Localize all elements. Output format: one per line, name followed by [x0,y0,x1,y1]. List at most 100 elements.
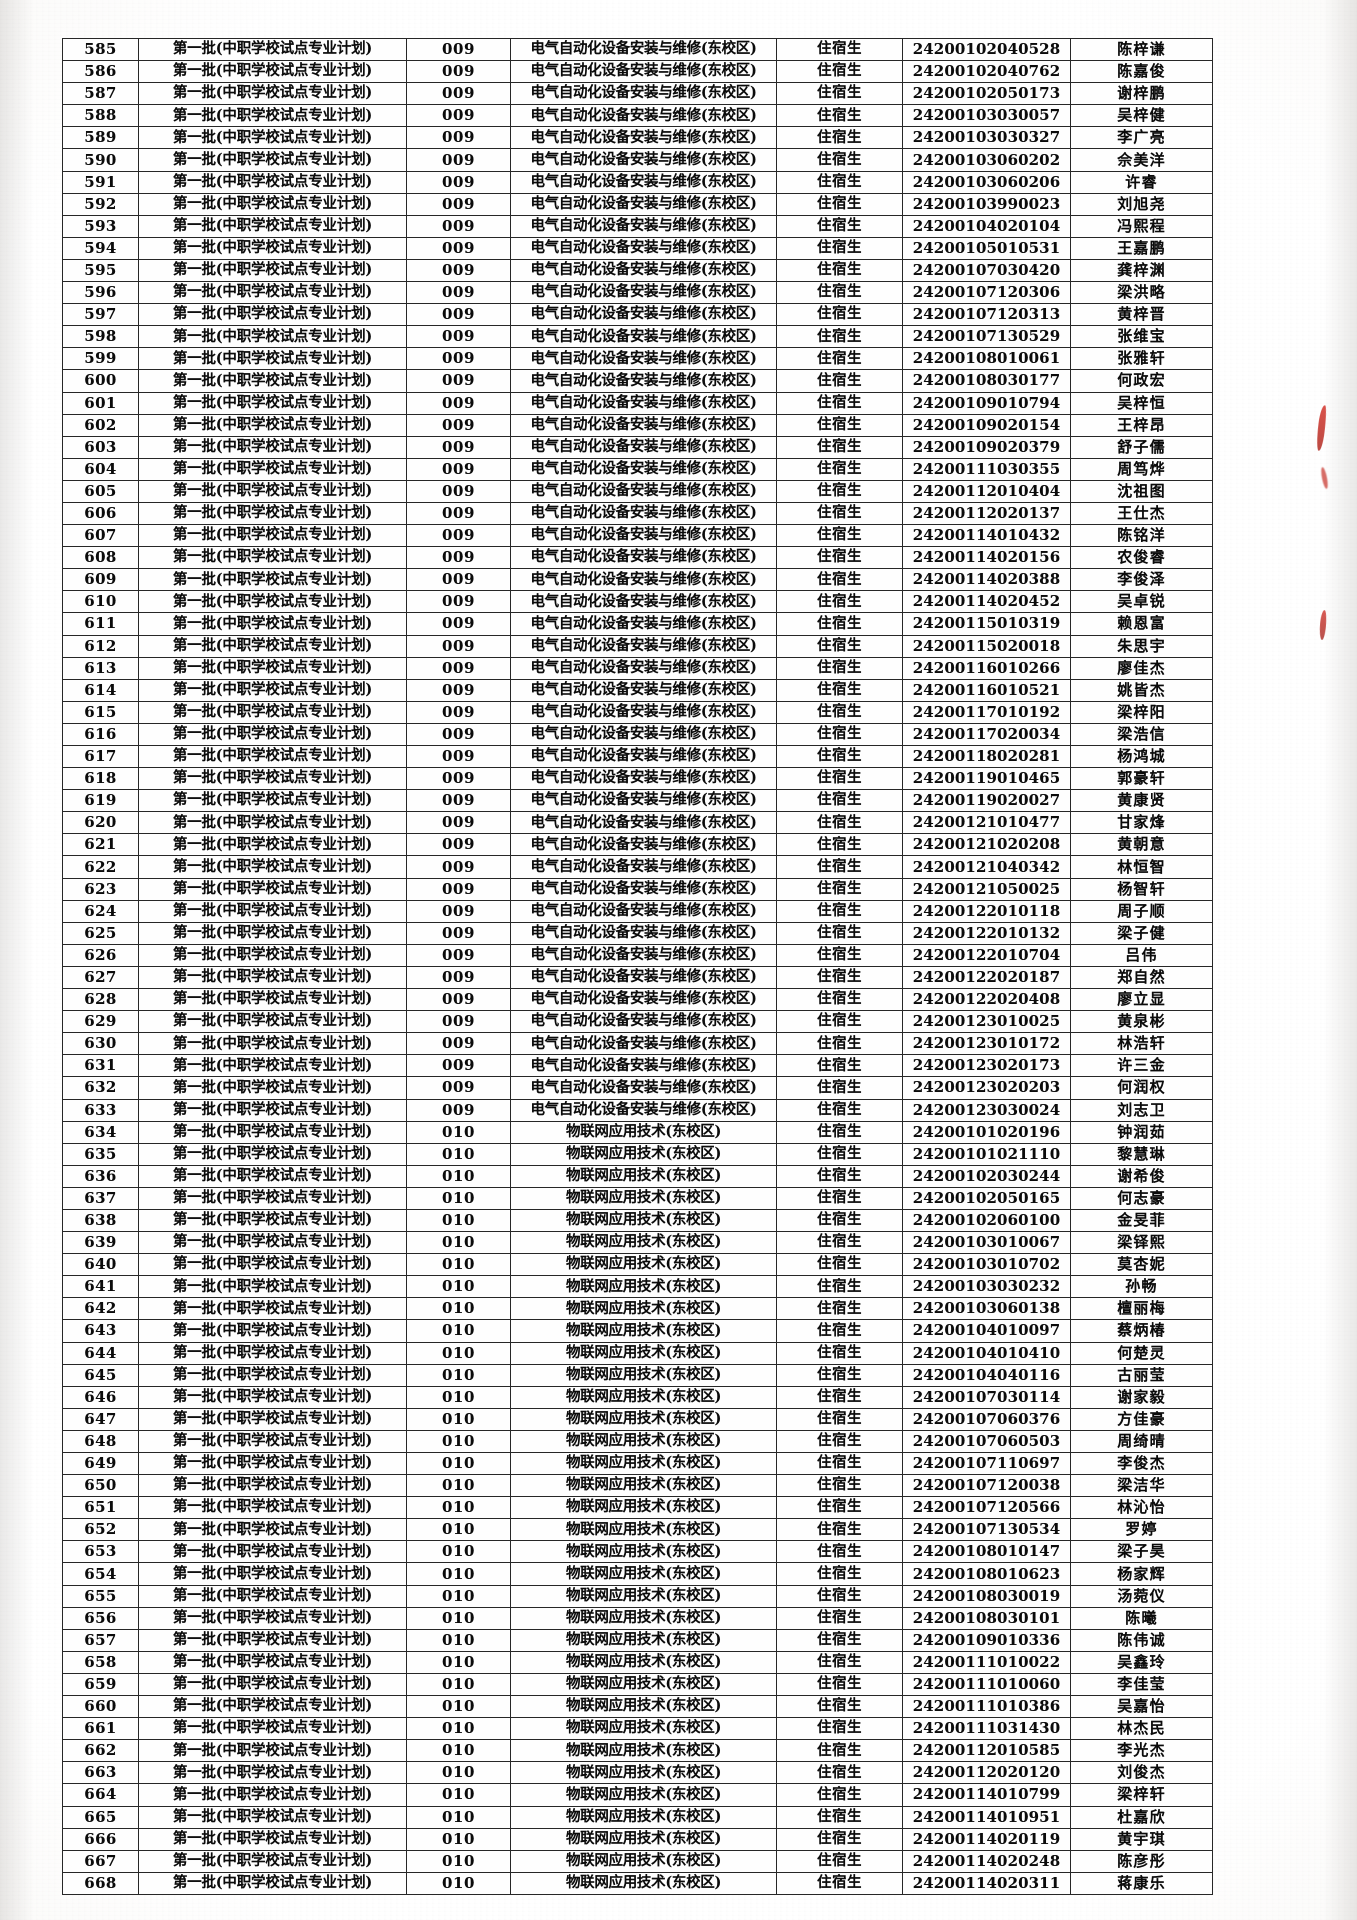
cell-sequence-number: 658 [62,1650,139,1674]
cell-major-code: 010 [406,1429,511,1454]
cell-major-name: 电气自动化设备安装与维修(东校区) [510,855,777,879]
cell-exam-id: 24200114020311 [902,1871,1071,1895]
table-row: 640 第一批(中职学校试点专业计划) 010 物联网应用技术(东校区) 住宿生 2420… [62,1253,1213,1277]
cell-sequence-number: 621 [62,833,139,857]
cell-exam-id: 24200103030232 [902,1275,1071,1299]
cell-student-name: 吴鑫玲 [1070,1650,1213,1674]
cell-major-name: 电气自动化设备安装与维修(东校区) [510,170,777,194]
table-row: 637 第一批(中职学校试点专业计划) 010 物联网应用技术(东校区) 住宿生 2420… [62,1186,1213,1210]
cell-student-type: 住宿生 [776,1650,903,1674]
cell-student-name: 陈嘉俊 [1070,60,1213,84]
cell-student-name: 陈伟诚 [1070,1628,1213,1652]
cell-plan-batch: 第一批(中职学校试点专业计划) [138,258,407,283]
cell-exam-id: 24200114010951 [902,1805,1071,1829]
cell-sequence-number: 635 [62,1142,139,1166]
cell-major-code: 009 [406,236,511,260]
cell-student-name: 周笃烨 [1070,457,1213,481]
cell-plan-batch: 第一批(中职学校试点专业计划) [138,1584,407,1608]
cell-sequence-number: 654 [62,1562,139,1586]
cell-major-name: 电气自动化设备安装与维修(东校区) [510,789,777,813]
cell-student-name: 甘家烽 [1070,811,1213,835]
table-row: 628 第一批(中职学校试点专业计划) 009 电气自动化设备安装与维修(东校区) 住宿… [62,988,1213,1012]
cell-plan-batch: 第一批(中职学校试点专业计划) [138,1231,407,1255]
cell-sequence-number: 614 [62,678,139,702]
cell-major-name: 物联网应用技术(东校区) [510,1628,777,1652]
cell-exam-id: 24200112010585 [902,1739,1071,1763]
cell-student-type: 住宿生 [776,148,903,172]
cell-student-type: 住宿生 [776,1297,903,1321]
cell-major-name: 电气自动化设备安装与维修(东校区) [510,678,777,702]
cell-major-name: 物联网应用技术(东校区) [510,1805,777,1829]
cell-student-type: 住宿生 [776,82,903,106]
cell-exam-id: 24200123010025 [902,1010,1071,1034]
table-row: 629 第一批(中职学校试点专业计划) 009 电气自动化设备安装与维修(东校区) 住宿… [62,1010,1213,1034]
cell-sequence-number: 616 [62,722,139,747]
table-row: 639 第一批(中职学校试点专业计划) 010 物联网应用技术(东校区) 住宿生 2420… [62,1231,1213,1255]
cell-exam-id: 24200103060202 [902,148,1071,172]
cell-plan-batch: 第一批(中职学校试点专业计划) [138,1186,407,1210]
cell-student-type: 住宿生 [776,236,903,260]
cell-major-code: 009 [406,1054,511,1078]
cell-exam-id: 24200107060376 [902,1407,1071,1431]
cell-student-name: 刘旭尧 [1070,192,1213,216]
cell-student-type: 住宿生 [776,37,903,62]
cell-plan-batch: 第一批(中职学校试点专业计划) [138,1010,407,1034]
cell-exam-id: 24200107120038 [902,1474,1071,1498]
cell-student-name: 林浩轩 [1070,1032,1213,1056]
cell-plan-batch: 第一批(中职学校试点专业计划) [138,1275,407,1299]
cell-major-name: 物联网应用技术(东校区) [510,1717,777,1741]
table-row: 645 第一批(中职学校试点专业计划) 010 物联网应用技术(东校区) 住宿生 2420… [62,1363,1213,1387]
table-row: 595 第一批(中职学校试点专业计划) 009 电气自动化设备安装与维修(东校区) 住宿… [62,258,1213,283]
table-row: 650 第一批(中职学校试点专业计划) 010 物联网应用技术(东校区) 住宿生 2420… [62,1474,1213,1498]
cell-sequence-number: 668 [62,1871,139,1895]
cell-student-type: 住宿生 [776,1540,903,1564]
cell-student-type: 住宿生 [776,1407,903,1431]
cell-exam-id: 24200121010477 [902,811,1071,835]
scan-edge-shadow-right [1323,0,1357,1920]
cell-student-type: 住宿生 [776,192,903,216]
cell-student-type: 住宿生 [776,1761,903,1785]
cell-sequence-number: 615 [62,700,139,724]
cell-sequence-number: 633 [62,1098,139,1122]
table-row: 614 第一批(中职学校试点专业计划) 009 电气自动化设备安装与维修(东校区) 住宿… [62,678,1213,702]
cell-exam-id: 24200118020281 [902,744,1071,769]
cell-plan-batch: 第一批(中职学校试点专业计划) [138,1208,407,1233]
cell-student-name: 赖恩富 [1070,612,1213,636]
cell-major-code: 009 [406,855,511,879]
cell-major-code: 010 [406,1628,511,1652]
cell-sequence-number: 613 [62,656,139,680]
cell-plan-batch: 第一批(中职学校试点专业计划) [138,1805,407,1829]
cell-student-type: 住宿生 [776,1805,903,1829]
cell-student-name: 吕伟 [1070,943,1213,967]
cell-major-code: 010 [406,1341,511,1365]
cell-student-type: 住宿生 [776,1164,903,1188]
cell-exam-id: 24200107120306 [902,281,1071,305]
cell-major-code: 009 [406,767,511,791]
cell-student-name: 谢梓鹏 [1070,82,1213,106]
cell-major-name: 物联网应用技术(东校区) [510,1385,777,1409]
cell-plan-batch: 第一批(中职学校试点专业计划) [138,435,407,459]
cell-plan-batch: 第一批(中职学校试点专业计划) [138,1407,407,1431]
cell-major-code: 009 [406,546,511,570]
cell-major-code: 010 [406,1717,511,1741]
cell-student-name: 梁梓阳 [1070,700,1213,724]
cell-sequence-number: 624 [62,899,139,923]
cell-plan-batch: 第一批(中职学校试点专业计划) [138,214,407,238]
cell-major-code: 010 [406,1695,511,1719]
cell-student-name: 汤菀仪 [1070,1584,1213,1608]
cell-exam-id: 24200107060503 [902,1429,1071,1454]
cell-sequence-number: 610 [62,590,139,614]
table-row: 666 第一批(中职学校试点专业计划) 010 物联网应用技术(东校区) 住宿生 2420… [62,1827,1213,1851]
cell-exam-id: 24200114020388 [902,568,1071,592]
cell-student-type: 住宿生 [776,678,903,702]
cell-student-type: 住宿生 [776,1518,903,1542]
cell-student-name: 王嘉鹏 [1070,236,1213,260]
table-row: 596 第一批(中职学校试点专业计划) 009 电气自动化设备安装与维修(东校区) 住宿… [62,281,1213,305]
cell-plan-batch: 第一批(中职学校试点专业计划) [138,1606,407,1630]
cell-exam-id: 24200103030327 [902,126,1071,150]
cell-major-code: 009 [406,744,511,769]
cell-exam-id: 24200104010410 [902,1341,1071,1365]
cell-major-code: 010 [406,1871,511,1895]
table-row: 627 第一批(中职学校试点专业计划) 009 电气自动化设备安装与维修(东校区) 住宿… [62,965,1213,990]
cell-major-name: 物联网应用技术(东校区) [510,1253,777,1277]
